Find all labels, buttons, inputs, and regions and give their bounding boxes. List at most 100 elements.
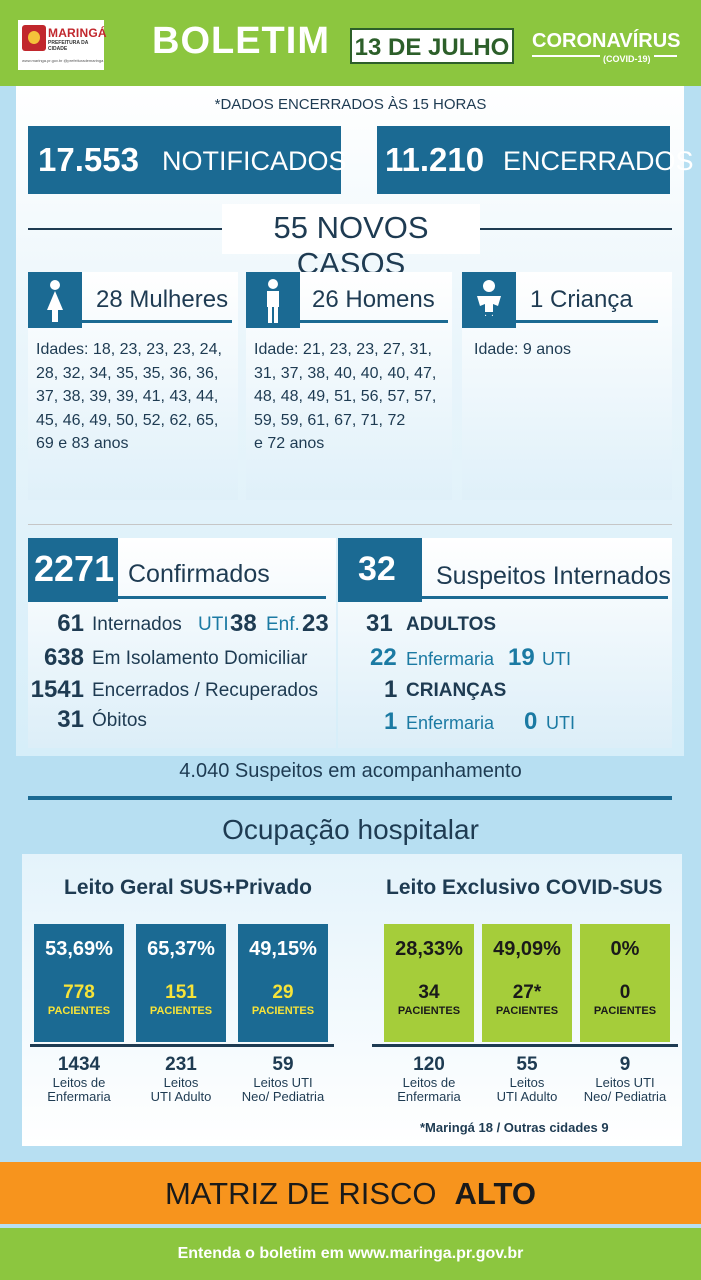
covid-bar: 49,09% 27* PACIENTES xyxy=(482,924,572,1042)
men-column: 26 Homens Idade: 21, 23, 23, 27, 31, 31,… xyxy=(246,272,452,500)
covid-bar: 28,33% 34 PACIENTES xyxy=(384,924,474,1042)
recovered-number: 1541 xyxy=(30,676,84,703)
men-ages: Idade: 21, 23, 23, 27, 31, 31, 37, 38, 4… xyxy=(254,338,436,456)
covid-beds-title: Leito Exclusivo COVID-SUS xyxy=(386,876,663,899)
data-cutoff-note: *DADOS ENCERRADOS ÀS 15 HORAS xyxy=(214,96,487,113)
women-ages-line: 37, 38, 39, 39, 41, 43, 44, xyxy=(36,388,219,405)
bar-patients-label: PACIENTES xyxy=(251,1005,315,1017)
adults-ward-number: 22 xyxy=(370,644,397,671)
bed-count: 55 xyxy=(516,1054,538,1075)
date-text: 13 DE JULHO xyxy=(354,34,510,61)
bed-label-line: Leitos UTI xyxy=(253,1075,313,1090)
men-ages-line: Idade: 21, 23, 23, 27, 31, xyxy=(254,341,432,358)
risk-level: ALTO xyxy=(454,1176,537,1211)
bed-label-line: Leitos xyxy=(509,1075,545,1090)
city-subtitle: PREFEITURA DA CIDADE xyxy=(48,40,89,52)
risk-label: MATRIZ DE RISCO xyxy=(164,1176,437,1211)
topic-title: CORONAVÍRUS xyxy=(532,30,681,52)
occupancy-panel xyxy=(22,854,682,1146)
adults-label: ADULTOS xyxy=(406,614,497,635)
bed-label: Leitos UTI Adulto xyxy=(126,1076,236,1104)
footer-link-text[interactable]: Entenda o boletim em www.maringa.pr.gov.… xyxy=(177,1245,524,1262)
monitoring-text: 4.040 Suspeitos em acompanhamento xyxy=(179,760,522,782)
risk-banner: MATRIZ DE RISCO ALTO xyxy=(0,1162,701,1224)
bed-label-line: Leitos xyxy=(163,1075,199,1090)
bed-label: Leitos de Enfermaria xyxy=(374,1076,484,1104)
deaths-label: Óbitos xyxy=(92,710,147,731)
kids-uti-label: UTI xyxy=(546,713,575,733)
hospitalized-number: 61 xyxy=(57,610,84,637)
bed-label-line: Leitos de xyxy=(402,1075,456,1090)
child-underline xyxy=(516,320,658,323)
bar-patients: 151 xyxy=(165,982,197,1003)
bed-count: 1434 xyxy=(57,1054,101,1075)
risk-text: MATRIZ DE RISCO ALTO xyxy=(0,1176,701,1212)
women-title: 28 Mulheres xyxy=(96,286,229,313)
city-logo: MARINGÁ PREFEITURA DA CIDADE www.maringa… xyxy=(18,20,107,70)
child-title: 1 Criança xyxy=(530,286,633,313)
closed-label: ENCERRADOS xyxy=(503,146,694,176)
confirmed-underline xyxy=(118,596,326,599)
bed-label-line: Leitos de xyxy=(52,1075,106,1090)
bar-patients: 34 xyxy=(418,982,440,1003)
kids-label: CRIANÇAS xyxy=(406,680,507,701)
women-ages: Idades: 18, 23, 23, 23, 24, 28, 32, 34, … xyxy=(36,338,222,456)
isolation-number: 638 xyxy=(43,644,84,671)
bar-patients: 29 xyxy=(272,982,294,1003)
isolation-label: Em Isolamento Domiciliar xyxy=(92,648,308,669)
header-banner: MARINGÁ PREFEITURA DA CIDADE www.maringa… xyxy=(0,0,701,86)
date-badge: 13 DE JULHO xyxy=(350,28,514,64)
suspects-number: 32 xyxy=(358,550,396,588)
bar-patients-label: PACIENTES xyxy=(47,1005,111,1017)
bed-label-line: UTI Adulto xyxy=(150,1089,212,1104)
confirmed-label: Confirmados xyxy=(128,560,270,588)
bed-label-line: Neo/ Pediatria xyxy=(583,1089,667,1104)
ward-number: 23 xyxy=(302,610,329,637)
bed-label: Leitos UTI Neo/ Pediatria xyxy=(570,1076,680,1104)
notified-number: 17.553 xyxy=(38,141,139,178)
section-divider xyxy=(28,524,672,525)
bed-label-line: Enfermaria xyxy=(47,1089,111,1104)
covid-bar: 0% 0 PACIENTES xyxy=(580,924,670,1042)
adults-uti-label: UTI xyxy=(542,649,571,669)
bar-patients-label: PACIENTES xyxy=(593,1005,657,1017)
women-underline xyxy=(82,320,232,323)
bed-label: Leitos de Enfermaria xyxy=(24,1076,134,1104)
city-name: MARINGÁ xyxy=(48,26,107,40)
man-icon xyxy=(246,272,300,328)
adults-number: 31 xyxy=(366,610,393,637)
closed-box: 11.210 ENCERRADOS xyxy=(377,126,694,194)
adults-uti-number: 19 xyxy=(508,644,535,671)
bed-count: 59 xyxy=(272,1054,294,1075)
bar-percent: 28,33% xyxy=(395,938,463,960)
covid-baseline xyxy=(372,1044,678,1047)
bed-label: Leitos UTI Neo/ Pediatria xyxy=(228,1076,338,1104)
kids-ward-number: 1 xyxy=(384,708,398,735)
bed-label-line: UTI Adulto xyxy=(496,1089,558,1104)
men-ages-line: 59, 59, 61, 67, 71, 72 xyxy=(254,411,406,429)
confirmed-number: 2271 xyxy=(34,548,115,589)
deaths-number: 31 xyxy=(57,706,84,733)
men-ages-line: e 72 anos xyxy=(254,435,325,452)
bar-patients: 778 xyxy=(63,982,95,1003)
ward-label: Enf. xyxy=(266,614,300,635)
city-seal-icon xyxy=(22,25,46,51)
new-cases-bg xyxy=(222,204,480,254)
bed-label-line: Leitos UTI xyxy=(595,1075,655,1090)
bed-count: 231 xyxy=(165,1054,197,1075)
women-column: 28 Mulheres Idades: 18, 23, 23, 23, 24, … xyxy=(28,272,238,500)
bar-percent: 49,15% xyxy=(249,938,317,960)
men-title: 26 Homens xyxy=(312,286,435,313)
bed-count: 120 xyxy=(413,1054,445,1075)
kids-ward-label: Enfermaria xyxy=(406,713,495,733)
suspects-underline xyxy=(422,596,668,599)
page-title: BOLETIM xyxy=(152,20,330,62)
bar-patients-label: PACIENTES xyxy=(397,1005,461,1017)
footnote: *Maringá 18 / Outras cidades 9 xyxy=(420,1120,609,1135)
child-ages: Idade: 9 anos xyxy=(474,341,571,358)
suspects-label: Suspeitos Internados xyxy=(436,562,671,590)
general-baseline xyxy=(30,1044,334,1047)
seal-emblem xyxy=(28,31,40,44)
closed-number: 11.210 xyxy=(385,141,485,178)
monitoring-divider xyxy=(28,796,672,800)
